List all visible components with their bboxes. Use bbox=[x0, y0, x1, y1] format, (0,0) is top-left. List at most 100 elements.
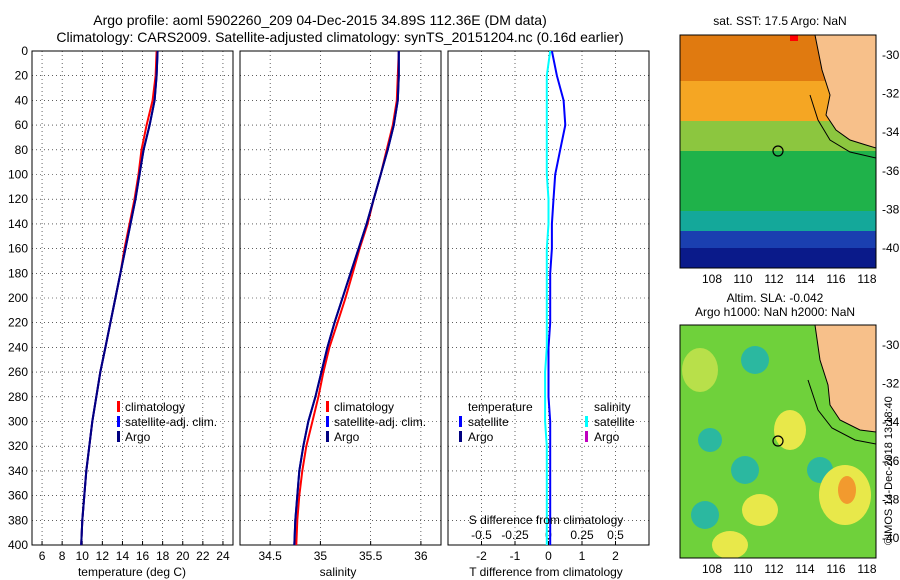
lon-tick-label: 108 bbox=[702, 272, 722, 286]
lat-tick-label: -32 bbox=[882, 87, 900, 101]
lat-tick-label: -36 bbox=[882, 454, 900, 468]
difference-panel: -2 -1 0 1 2 -0.5 -0.25 0 0.25 0.5 T difference f… bbox=[447, 50, 650, 579]
lon-tick-label: 112 bbox=[764, 272, 783, 286]
lat-tick-label: -34 bbox=[882, 125, 900, 139]
sst-map-image bbox=[680, 35, 876, 268]
depth-tick-label: 360 bbox=[8, 489, 28, 503]
lat-tick-label: -40 bbox=[882, 241, 900, 255]
s-tick-label: -0.5 bbox=[471, 528, 492, 542]
lat-tick-label: -38 bbox=[882, 492, 900, 506]
difference-lines bbox=[544, 51, 567, 545]
x-tick-label: 10 bbox=[76, 549, 90, 563]
depth-tick-label: 100 bbox=[8, 168, 28, 182]
depth-tick-label: 160 bbox=[8, 242, 28, 256]
legend-s-satellite-label: satellite bbox=[594, 415, 635, 429]
sst-map-title: sat. SST: 17.5 Argo: NaN bbox=[713, 14, 846, 28]
series-line-salinity-satellite bbox=[544, 51, 552, 545]
legend-argo-label: Argo bbox=[334, 430, 360, 444]
lon-tick-label: 108 bbox=[702, 562, 722, 576]
depth-tick-label: 180 bbox=[8, 266, 28, 280]
lon-tick-label: 118 bbox=[857, 272, 876, 286]
salinity-gridlines bbox=[240, 50, 441, 546]
temperature-xlabel: temperature (deg C) bbox=[78, 565, 186, 579]
difference-legend: temperature satellite Argo salinity sate… bbox=[459, 400, 635, 444]
temperature-lines bbox=[80, 51, 159, 545]
x-tick-label: 35.5 bbox=[359, 549, 383, 563]
depth-tick-label: 260 bbox=[8, 365, 28, 379]
legend-satellite-label: satellite-adj. clim. bbox=[125, 415, 217, 429]
x-tick-label: 12 bbox=[96, 549, 110, 563]
temperature-tick-labels: 6 8 10 12 14 16 18 20 22 24 bbox=[39, 549, 230, 563]
sla-map-image bbox=[680, 325, 876, 558]
temperature-legend: climatology satellite-adj. clim. Argo bbox=[117, 400, 217, 444]
salinity-xlabel: salinity bbox=[320, 565, 357, 579]
legend-argo-swatch bbox=[117, 431, 120, 442]
lat-tick-label: -36 bbox=[882, 164, 900, 178]
lat-tick-label: -38 bbox=[882, 202, 900, 216]
lat-tick-label: -30 bbox=[882, 48, 900, 62]
series-line-temperature-satellite bbox=[547, 51, 567, 545]
depth-tick-label: 0 bbox=[21, 44, 28, 58]
x-tick-label: 0 bbox=[545, 549, 552, 563]
legend-climatology-swatch bbox=[117, 401, 120, 412]
depth-tick-label: 380 bbox=[8, 513, 28, 527]
x-tick-label: 16 bbox=[136, 549, 150, 563]
x-tick-label: 1 bbox=[579, 549, 586, 563]
s-difference-tick-labels: -0.5 -0.25 0 0.25 0.5 bbox=[471, 528, 624, 542]
depth-tick-label: 240 bbox=[8, 340, 28, 354]
argo-location-marker bbox=[772, 145, 784, 157]
temperature-gridlines bbox=[32, 50, 233, 546]
legend-climatology-label: climatology bbox=[125, 400, 185, 414]
x-tick-label: 8 bbox=[59, 549, 66, 563]
sla-map-title-2: Argo h1000: NaN h2000: NaN bbox=[695, 305, 855, 319]
argo-location-marker bbox=[772, 435, 784, 447]
lon-tick-label: 114 bbox=[795, 272, 814, 286]
legend-s-argo-label: Argo bbox=[594, 430, 620, 444]
sla-map-panel: Altim. SLA: -0.042 Argo h1000: NaN h2000… bbox=[679, 291, 900, 576]
x-tick-label: 35 bbox=[314, 549, 328, 563]
legend-argo-swatch bbox=[326, 431, 329, 442]
depth-tick-label: 400 bbox=[8, 538, 28, 552]
lon-tick-label: 116 bbox=[826, 562, 845, 576]
x-tick-label: 36 bbox=[414, 549, 428, 563]
sla-map-lon-labels: 108 110 112 114 116 118 bbox=[702, 562, 877, 576]
sst-map-lon-labels: 108 110 112 114 116 118 bbox=[702, 272, 877, 286]
legend-temperature-title: temperature bbox=[468, 400, 533, 414]
title-line-1: Argo profile: aoml 5902260_209 04-Dec-20… bbox=[93, 12, 546, 28]
legend-climatology-label: climatology bbox=[334, 400, 394, 414]
lon-tick-label: 112 bbox=[764, 562, 783, 576]
s-tick-label: 0.25 bbox=[570, 528, 594, 542]
depth-tick-label: 140 bbox=[8, 217, 28, 231]
depth-tick-label: 120 bbox=[8, 192, 28, 206]
depth-tick-label: 280 bbox=[8, 390, 28, 404]
depth-tick-label: 340 bbox=[8, 464, 28, 478]
x-tick-label: 34.5 bbox=[258, 549, 282, 563]
legend-climatology-swatch bbox=[326, 401, 329, 412]
x-tick-label: 14 bbox=[116, 549, 130, 563]
imos-watermark: ©IMOS 14-Dec-2018 13:18:40 bbox=[883, 396, 895, 545]
legend-t-satellite-swatch bbox=[459, 416, 462, 427]
x-tick-label: 6 bbox=[39, 549, 46, 563]
s-tick-label: 0 bbox=[545, 528, 552, 542]
legend-s-satellite-swatch bbox=[585, 416, 588, 427]
series-line-argo bbox=[293, 51, 400, 545]
series-line-argo bbox=[80, 51, 159, 545]
salinity-legend: climatology satellite-adj. clim. Argo bbox=[326, 400, 426, 444]
depth-tick-label: 20 bbox=[15, 69, 29, 83]
lon-tick-label: 116 bbox=[826, 272, 845, 286]
lat-tick-label: -30 bbox=[882, 338, 900, 352]
depth-tick-label: 220 bbox=[8, 316, 28, 330]
x-tick-label: 18 bbox=[156, 549, 170, 563]
sla-map-frame bbox=[679, 324, 877, 559]
s-tick-label: 0.5 bbox=[607, 528, 624, 542]
lat-tick-label: -32 bbox=[882, 377, 900, 391]
salinity-lines bbox=[293, 51, 400, 545]
x-tick-label: -1 bbox=[510, 549, 521, 563]
x-tick-label: 22 bbox=[196, 549, 210, 563]
lon-tick-label: 118 bbox=[857, 562, 876, 576]
sla-map-lat-labels: -30 -32 -34 -36 -38 -40 bbox=[882, 338, 900, 545]
lon-tick-label: 110 bbox=[733, 272, 752, 286]
lon-tick-label: 114 bbox=[795, 562, 814, 576]
legend-salinity-title: salinity bbox=[594, 400, 631, 414]
legend-s-argo-swatch bbox=[585, 431, 588, 442]
